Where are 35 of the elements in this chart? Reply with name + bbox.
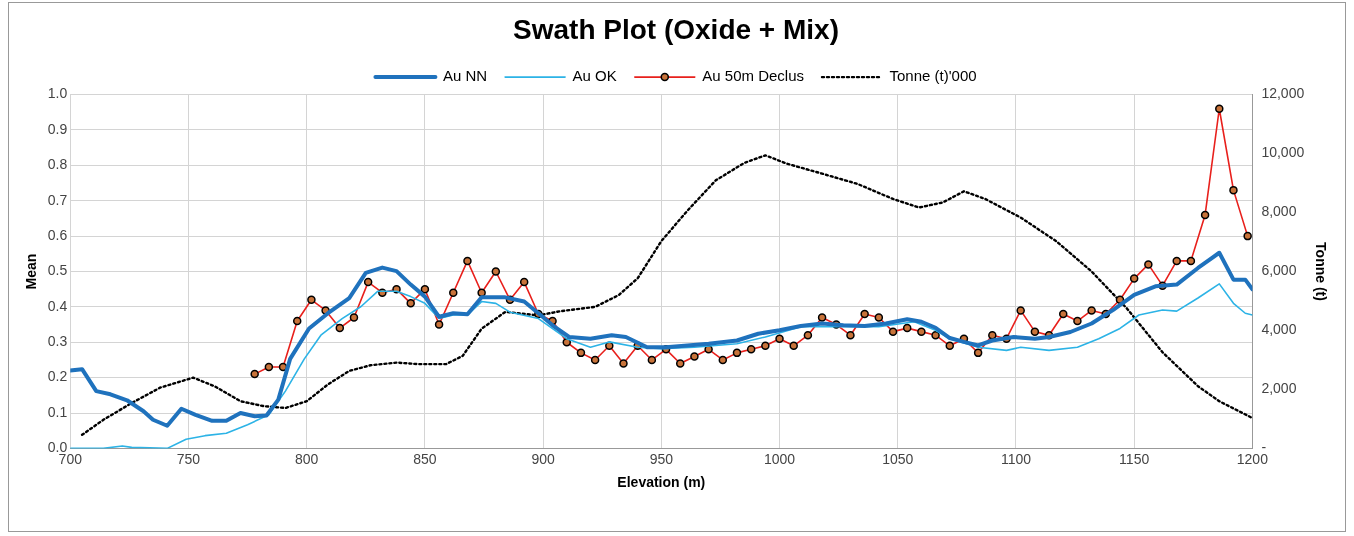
x-tick-label: 1200 [1236, 450, 1269, 467]
y-tick-label: 0.5 [47, 262, 68, 279]
legend-label: Au OK [572, 67, 617, 85]
y2-tick-label: 10,000 [1261, 144, 1305, 161]
y2-tick-label: 4,000 [1261, 321, 1297, 338]
x-tick-label: 1000 [763, 450, 796, 467]
y2-axis-title: Tonne (t) [1312, 242, 1329, 301]
legend-label: Tonne (t)'000 [889, 67, 977, 85]
y-tick-label: 0.6 [47, 226, 68, 243]
x-tick-label: 1050 [882, 450, 914, 467]
y-tick-label: 0.4 [47, 297, 68, 314]
legend-label: Au NN [442, 67, 488, 85]
y2-tick-label: 8,000 [1261, 203, 1297, 220]
y-axis-title: Mean [23, 253, 40, 290]
x-tick-label: 800 [295, 450, 319, 467]
x-tick-label: 900 [531, 450, 555, 467]
y-tick-label: 0.1 [47, 403, 68, 420]
x-tick-label: 1150 [1119, 450, 1150, 467]
x-tick-label: 950 [649, 450, 674, 467]
chart-title: Swath Plot (Oxide + Mix) [513, 13, 839, 45]
y-tick-label: 1.0 [47, 85, 68, 102]
y-tick-label: 0.7 [47, 191, 68, 208]
y2-tick-label: 2,000 [1261, 380, 1297, 397]
legend-label: Au 50m Declus [702, 67, 804, 85]
y-tick-label: 0.9 [47, 120, 68, 137]
x-axis-title: Elevation (m) [617, 474, 706, 491]
y-tick-label: 0.3 [47, 333, 68, 350]
y2-tick-label: 6,000 [1261, 262, 1297, 279]
x-tick-label: 1100 [1000, 450, 1032, 467]
y-tick-label: 0.2 [47, 368, 68, 385]
line-series [80, 154, 1253, 437]
y-tick-label: 0.8 [47, 156, 68, 173]
x-tick-label: 850 [413, 450, 437, 467]
y2-tick-label: 12,000 [1261, 85, 1305, 102]
x-tick-label: 750 [176, 450, 201, 467]
